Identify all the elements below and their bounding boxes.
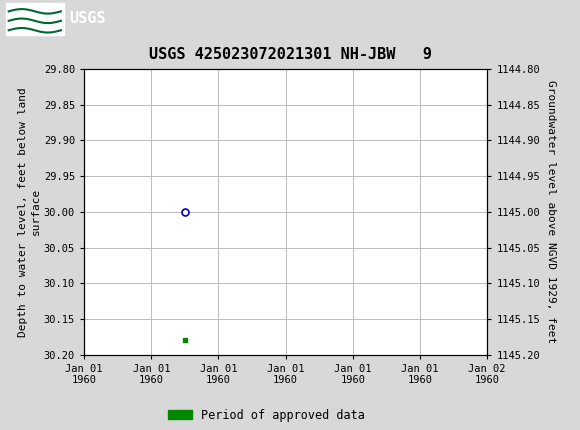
Text: USGS: USGS [70,12,106,26]
Legend: Period of approved data: Period of approved data [168,409,365,422]
Y-axis label: Groundwater level above NGVD 1929, feet: Groundwater level above NGVD 1929, feet [546,80,556,344]
Y-axis label: Depth to water level, feet below land
surface: Depth to water level, feet below land su… [18,87,41,337]
Bar [6,3,64,35]
Text: USGS 425023072021301 NH-JBW   9: USGS 425023072021301 NH-JBW 9 [148,47,432,62]
